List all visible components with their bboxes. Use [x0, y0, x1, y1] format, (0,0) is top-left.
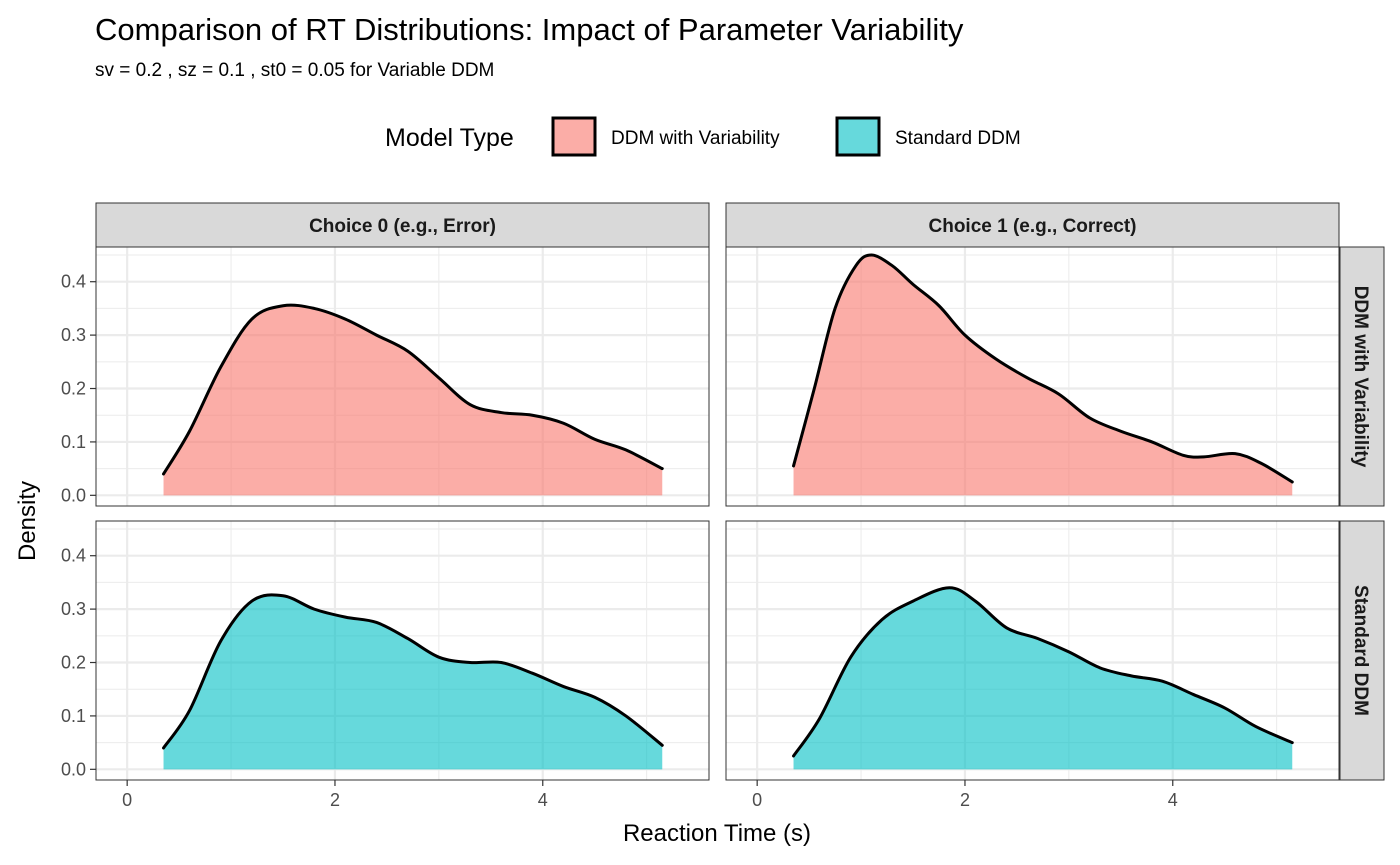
density-area — [163, 594, 663, 770]
facet-panels: Choice 0 (e.g., Error) Choice 1 (e.g., Co… — [61, 202, 1385, 810]
y-tick-label: 0.3 — [61, 325, 86, 345]
panel-standard-ddm-choice-0-e-g-error-border — [95, 520, 710, 781]
panel-standard-ddm-choice-0-e-g-error — [95, 520, 710, 781]
strip-label-ddm-with-variability: DDM with Variability — [1350, 286, 1371, 468]
legend-label-ddm-variability: DDM with Variability — [611, 128, 780, 149]
y-tick-label: 0.2 — [61, 653, 86, 673]
density-line — [162, 593, 664, 750]
strip-choice-1-e-g-correct — [725, 202, 1340, 248]
density-area — [793, 587, 1293, 770]
x-tick-label: 4 — [538, 790, 548, 810]
y-axis-title: Density — [14, 481, 41, 561]
chart-title: Comparison of RT Distributions: Impact o… — [95, 12, 964, 47]
density-area — [793, 255, 1293, 496]
panel-ddm-with-variability-choice-1-e-g-correct-border — [725, 246, 1340, 507]
strip-label-choice-1-e-g-correct: Choice 1 (e.g., Correct) — [929, 216, 1137, 237]
density-line — [162, 303, 664, 476]
strip-label-choice-0-e-g-error: Choice 0 (e.g., Error) — [309, 216, 496, 237]
legend-key-standard-ddm — [835, 116, 881, 157]
strip-standard-ddm — [1339, 520, 1385, 781]
legend-label-standard-ddm: Standard DDM — [895, 128, 1021, 149]
legend-key-ddm-variability — [551, 116, 597, 157]
y-tick-label: 0.0 — [61, 759, 86, 779]
y-tick-label: 0.1 — [61, 432, 86, 452]
panel-standard-ddm-choice-1-e-g-correct-border — [725, 520, 1340, 781]
strip-ddm-with-variability — [1339, 246, 1385, 507]
x-tick-label: 0 — [122, 790, 132, 810]
x-tick-label: 2 — [330, 790, 340, 810]
y-tick-label: 0.4 — [61, 272, 86, 292]
y-tick-label: 0.0 — [61, 485, 86, 505]
density-line — [792, 253, 1294, 484]
x-tick-label: 2 — [960, 790, 970, 810]
strip-label-standard-ddm: Standard DDM — [1350, 585, 1371, 716]
density-line — [792, 586, 1294, 758]
x-axis-title: Reaction Time (s) — [623, 820, 811, 847]
y-tick-label: 0.2 — [61, 379, 86, 399]
chart-subtitle: sv = 0.2 , sz = 0.1 , st0 = 0.05 for Var… — [95, 60, 494, 81]
y-tick-label: 0.4 — [61, 546, 86, 566]
panel-ddm-with-variability-choice-0-e-g-error — [95, 246, 710, 507]
y-tick-label: 0.3 — [61, 599, 86, 619]
panel-ddm-with-variability-choice-0-e-g-error-border — [95, 246, 710, 507]
panel-standard-ddm-choice-1-e-g-correct — [725, 520, 1340, 781]
x-tick-label: 4 — [1168, 790, 1178, 810]
legend-title: Model Type — [385, 124, 514, 152]
panel-ddm-with-variability-choice-1-e-g-correct — [725, 246, 1340, 507]
x-tick-label: 0 — [752, 790, 762, 810]
legend: Model Type DDM with Variability Standard… — [385, 116, 1021, 157]
strip-choice-0-e-g-error — [95, 202, 710, 248]
density-area — [163, 305, 663, 496]
y-tick-label: 0.1 — [61, 706, 86, 726]
